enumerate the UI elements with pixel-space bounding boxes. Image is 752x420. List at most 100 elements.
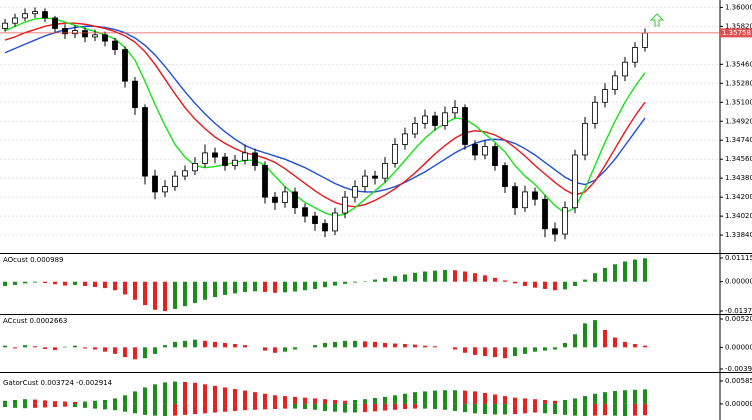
gator-bar bbox=[373, 403, 377, 412]
candle-body bbox=[22, 13, 28, 19]
histogram-bar bbox=[613, 337, 617, 348]
gator-bar bbox=[213, 385, 217, 404]
moving-average bbox=[4, 25, 646, 193]
gator-bar bbox=[173, 381, 177, 404]
gator-bar bbox=[393, 403, 397, 410]
gator-bar bbox=[543, 399, 547, 404]
gator-bar bbox=[643, 389, 647, 404]
candle-body bbox=[262, 165, 268, 198]
candle-body bbox=[132, 80, 138, 108]
gator-bar bbox=[593, 393, 597, 404]
gator-bar bbox=[273, 403, 277, 409]
last-price-box bbox=[720, 28, 752, 38]
gator-bar bbox=[93, 400, 97, 404]
histogram-bar bbox=[633, 259, 637, 282]
gator-bar bbox=[513, 403, 517, 415]
y-tick-label: 1.34380 bbox=[725, 174, 752, 182]
histogram-bar bbox=[413, 344, 417, 348]
histogram-bar bbox=[363, 341, 367, 348]
histogram-bar bbox=[63, 346, 67, 348]
gator-bar bbox=[103, 403, 107, 410]
candle-body bbox=[522, 191, 528, 209]
histogram-bar bbox=[303, 281, 307, 291]
candle-body bbox=[52, 17, 58, 29]
histogram-bar bbox=[513, 347, 517, 357]
histogram-bar bbox=[153, 281, 157, 310]
gator-bar bbox=[633, 403, 637, 416]
gator-bar bbox=[73, 401, 77, 404]
candle-body bbox=[462, 107, 468, 145]
gator-bar bbox=[113, 403, 117, 411]
gator-bar bbox=[523, 403, 527, 414]
histogram-bar bbox=[233, 344, 237, 348]
histogram-bar bbox=[493, 347, 497, 358]
histogram-bar bbox=[323, 281, 327, 288]
candle-body bbox=[322, 223, 328, 232]
candle-body bbox=[192, 163, 198, 172]
gator-bar bbox=[243, 390, 247, 404]
candle-body bbox=[292, 191, 298, 209]
candle-body bbox=[452, 107, 458, 114]
histogram-bar bbox=[273, 281, 277, 293]
histogram-bar bbox=[623, 261, 627, 282]
candle-body bbox=[612, 75, 618, 91]
candle-body bbox=[352, 186, 358, 198]
gator-bar bbox=[193, 382, 197, 404]
gator-bar bbox=[173, 403, 177, 416]
histogram-bar bbox=[103, 281, 107, 289]
candle-body bbox=[572, 154, 578, 209]
gator-bar bbox=[223, 387, 227, 404]
histogram-bar bbox=[43, 281, 47, 283]
gator-bar bbox=[533, 399, 537, 404]
gator-bar bbox=[243, 403, 247, 411]
gator-bar bbox=[593, 403, 597, 416]
gator-bar bbox=[483, 392, 487, 404]
candle-body bbox=[32, 11, 38, 15]
candle-body bbox=[212, 152, 218, 158]
gator-bar bbox=[83, 401, 87, 404]
histogram-bar bbox=[643, 345, 647, 348]
histogram-bar bbox=[313, 281, 317, 289]
histogram-bar bbox=[293, 347, 297, 350]
candle-body bbox=[72, 30, 78, 35]
histogram-bar bbox=[173, 341, 177, 348]
candle-body bbox=[82, 30, 88, 38]
histogram-bar bbox=[123, 347, 127, 358]
histogram-bar bbox=[353, 340, 357, 348]
candle-body bbox=[552, 228, 558, 235]
histogram-bar bbox=[233, 281, 237, 294]
candle-body bbox=[402, 133, 408, 145]
gator-bar bbox=[553, 400, 557, 404]
gator-bar bbox=[143, 387, 147, 404]
histogram-bar bbox=[13, 347, 17, 349]
y-tick-label: 1.34560 bbox=[725, 155, 752, 163]
histogram-bar bbox=[373, 279, 377, 282]
histogram-bar bbox=[153, 347, 157, 354]
histogram-bar bbox=[33, 281, 37, 283]
histogram-bar bbox=[553, 347, 557, 350]
gator-bar bbox=[23, 399, 27, 404]
histogram-bar bbox=[613, 264, 617, 282]
histogram-bar bbox=[593, 320, 597, 348]
histogram-bar bbox=[93, 281, 97, 288]
gator-bar bbox=[613, 390, 617, 404]
gator-bar bbox=[603, 392, 607, 404]
gator-bar bbox=[413, 403, 417, 409]
gator-bar bbox=[143, 403, 147, 415]
histogram-bar bbox=[483, 347, 487, 357]
candle-body bbox=[342, 196, 348, 214]
candle-body bbox=[532, 191, 538, 200]
histogram-bar bbox=[603, 267, 607, 282]
histogram-bar bbox=[213, 281, 217, 298]
histogram-bar bbox=[73, 345, 77, 348]
gator-bar bbox=[83, 403, 87, 408]
gator-bar bbox=[363, 403, 367, 413]
histogram-bar bbox=[3, 281, 7, 286]
histogram-bar bbox=[623, 341, 627, 348]
histogram-bar bbox=[193, 281, 197, 303]
candle-body bbox=[362, 175, 368, 188]
histogram-bar bbox=[23, 281, 27, 284]
histogram-bar bbox=[523, 281, 527, 286]
gator-bar bbox=[353, 399, 357, 404]
candle-body bbox=[92, 34, 98, 38]
